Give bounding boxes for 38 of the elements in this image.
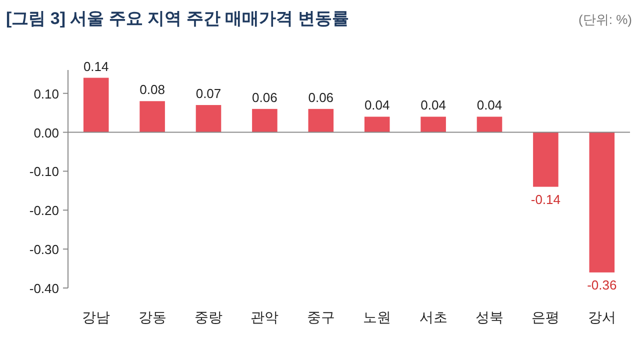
x-tick-label: 서초 [419, 309, 448, 325]
x-tick-label: 은평 [532, 309, 560, 325]
data-label: 0.04 [476, 98, 502, 113]
y-tick-label: -0.20 [29, 203, 59, 218]
bar [83, 78, 109, 132]
data-label: -0.14 [530, 192, 561, 207]
x-tick-label: 강남 [82, 309, 110, 325]
x-tick-label: 강동 [138, 309, 166, 325]
x-tick-label: 노원 [363, 309, 392, 325]
data-label: 0.06 [252, 90, 278, 105]
y-tick-label: -0.40 [29, 281, 59, 296]
bar [364, 116, 390, 132]
data-label: 0.14 [83, 58, 109, 74]
bar [533, 132, 558, 187]
x-tick-label: 성북 [476, 309, 504, 325]
text: (단위: %) [578, 12, 632, 27]
bar [476, 116, 502, 132]
data-label: 0.04 [364, 98, 390, 113]
bar [420, 116, 446, 132]
data-label: 0.08 [140, 82, 165, 98]
bar [589, 132, 615, 272]
data-label: -0.36 [587, 277, 617, 292]
chart-title: [그림 3] 서울 주요 지역 주간 매매가격 변동률 [6, 9, 349, 28]
y-tick-label: 0.10 [34, 86, 59, 102]
x-tick-label: 중구 [306, 309, 335, 325]
x-tick-label: 관악 [250, 309, 279, 325]
bar [252, 108, 278, 132]
x-tick-label: 중랑 [194, 309, 222, 325]
y-tick-label: -0.10 [29, 164, 59, 180]
data-label: 0.04 [420, 98, 446, 113]
bar [140, 101, 165, 132]
y-tick-label: -0.30 [29, 242, 59, 258]
bar [308, 108, 334, 132]
y-tick-label: 0.00 [34, 125, 59, 140]
data-label: 0.07 [196, 86, 222, 102]
bar [196, 105, 222, 132]
data-label: 0.06 [308, 90, 334, 105]
x-tick-label: 강서 [588, 309, 616, 325]
